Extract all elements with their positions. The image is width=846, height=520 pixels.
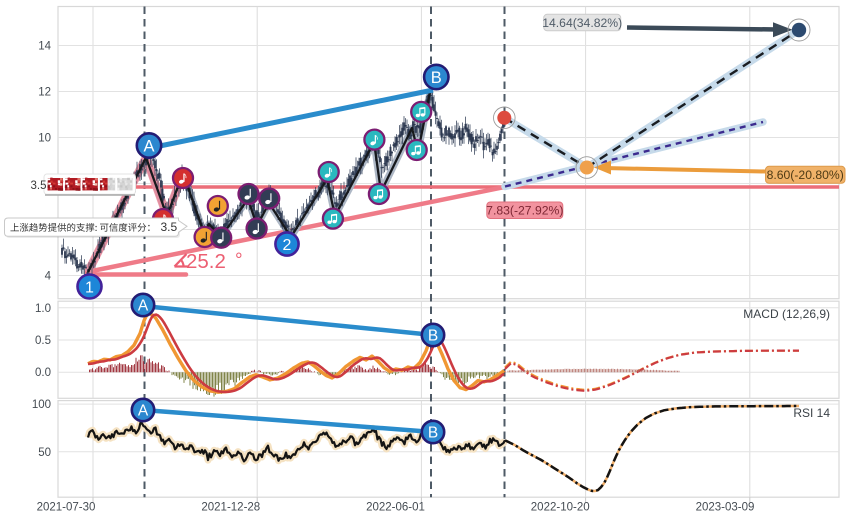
svg-text:7.83(-27.92%): 7.83(-27.92%) <box>486 204 563 218</box>
svg-text:0.5: 0.5 <box>35 335 51 347</box>
svg-text:8.60(-20.80%): 8.60(-20.80%) <box>767 168 844 182</box>
svg-text:2022-10-20: 2022-10-20 <box>531 502 590 514</box>
svg-text:RSI 14: RSI 14 <box>793 406 830 420</box>
svg-text:B: B <box>428 328 438 345</box>
svg-text:A: A <box>138 298 149 315</box>
svg-text:10: 10 <box>38 133 51 145</box>
svg-text:12: 12 <box>38 87 51 99</box>
svg-text:A: A <box>143 137 154 155</box>
svg-text:0.0: 0.0 <box>35 367 51 379</box>
svg-text:2: 2 <box>283 237 292 254</box>
svg-text:2023-03-09: 2023-03-09 <box>696 502 755 514</box>
svg-text:4: 4 <box>45 271 52 283</box>
svg-text:2021-12-28: 2021-12-28 <box>201 502 260 514</box>
svg-text:°: ° <box>235 250 243 271</box>
svg-text:14: 14 <box>38 41 51 53</box>
svg-text:1: 1 <box>85 279 94 296</box>
svg-text:1.0: 1.0 <box>35 303 51 315</box>
svg-text:2022-06-01: 2022-06-01 <box>366 502 425 514</box>
svg-text:25.2: 25.2 <box>186 250 226 273</box>
svg-text:2021-07-30: 2021-07-30 <box>37 502 96 514</box>
svg-text:3.5: 3.5 <box>161 220 178 234</box>
svg-text:A: A <box>138 403 149 420</box>
svg-text:14.64(34.82%): 14.64(34.82%) <box>542 16 622 30</box>
svg-text:B: B <box>428 425 438 442</box>
svg-text:3.5: 3.5 <box>31 180 47 192</box>
svg-text:100: 100 <box>32 399 51 411</box>
svg-text:B: B <box>431 69 442 87</box>
svg-text:MACD (12,26,9): MACD (12,26,9) <box>743 307 830 321</box>
svg-text:50: 50 <box>38 447 51 459</box>
